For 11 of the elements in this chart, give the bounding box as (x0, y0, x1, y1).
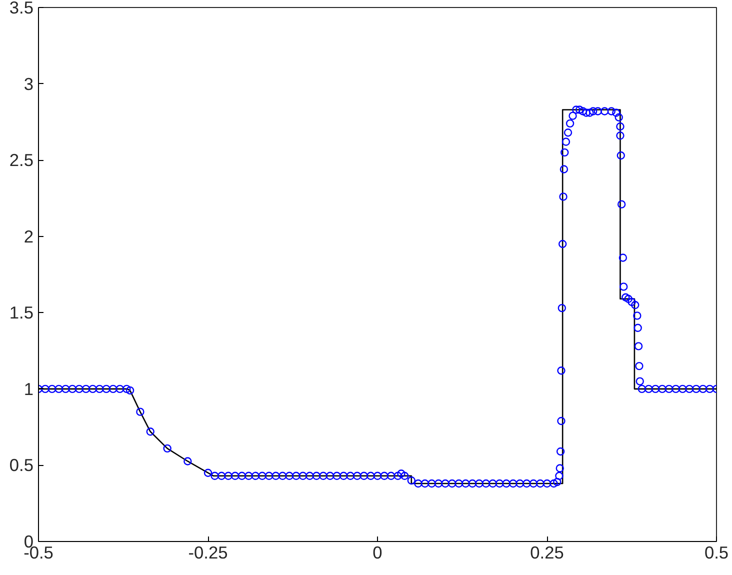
x-tick-label: -0.25 (188, 542, 228, 562)
y-tick-label: 3.5 (9, 0, 34, 18)
y-tick-label: 1 (24, 378, 34, 399)
x-tick-label: 0 (372, 542, 382, 562)
y-tick-label: 2.5 (9, 150, 34, 170)
y-tick-label: 0.5 (9, 455, 34, 476)
x-tick-label: 0.25 (530, 542, 564, 562)
y-tick-label: 1.5 (9, 302, 34, 323)
y-tick-label: 3 (24, 74, 34, 94)
x-tick-label: 0.5 (704, 542, 729, 562)
y-tick-label: 2 (24, 226, 34, 246)
